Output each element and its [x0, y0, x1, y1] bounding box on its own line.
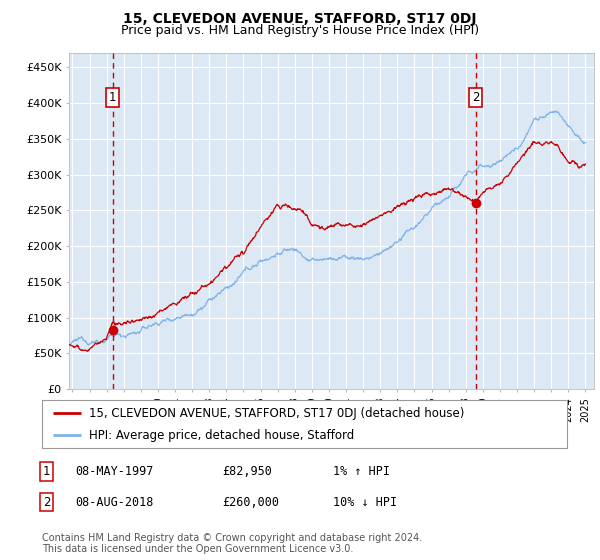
Text: 10% ↓ HPI: 10% ↓ HPI: [333, 496, 397, 509]
Text: 15, CLEVEDON AVENUE, STAFFORD, ST17 0DJ (detached house): 15, CLEVEDON AVENUE, STAFFORD, ST17 0DJ …: [89, 407, 464, 420]
Text: 2: 2: [43, 496, 50, 509]
Text: £82,950: £82,950: [222, 465, 272, 478]
Text: 1: 1: [109, 91, 116, 104]
Text: 08-MAY-1997: 08-MAY-1997: [75, 465, 154, 478]
Text: 08-AUG-2018: 08-AUG-2018: [75, 496, 154, 509]
Text: £260,000: £260,000: [222, 496, 279, 509]
Text: 1: 1: [43, 465, 50, 478]
Text: Price paid vs. HM Land Registry's House Price Index (HPI): Price paid vs. HM Land Registry's House …: [121, 24, 479, 36]
Text: HPI: Average price, detached house, Stafford: HPI: Average price, detached house, Staf…: [89, 428, 355, 442]
Text: 1% ↑ HPI: 1% ↑ HPI: [333, 465, 390, 478]
Text: 2: 2: [472, 91, 479, 104]
Text: Contains HM Land Registry data © Crown copyright and database right 2024.
This d: Contains HM Land Registry data © Crown c…: [42, 533, 422, 554]
Text: 15, CLEVEDON AVENUE, STAFFORD, ST17 0DJ: 15, CLEVEDON AVENUE, STAFFORD, ST17 0DJ: [123, 12, 477, 26]
